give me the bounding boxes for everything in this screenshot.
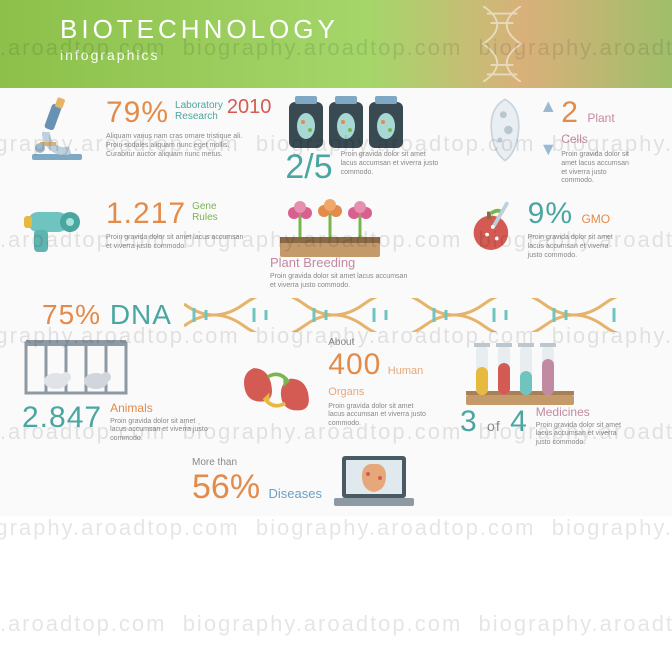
dna-strand-icon — [184, 298, 644, 332]
row-4: More than 56% Diseases — [22, 452, 650, 512]
organs-icon — [236, 348, 320, 418]
animals-label: Animals — [110, 401, 210, 415]
organs-stat: 400 — [328, 348, 381, 381]
gene-stat: 1.217 — [106, 197, 186, 231]
lab-label-b: Research — [175, 111, 223, 122]
gene-label-b: Rules — [192, 212, 218, 223]
gene-blurb: Proin gravida dolor sit amet lacus accum… — [106, 234, 246, 252]
lab-blurb: Aliquam varius nam cras ornare tristique… — [106, 133, 246, 159]
gmo-label: GMO — [581, 212, 610, 226]
gmo-stat: 9% — [528, 197, 573, 230]
gene-label-a: Gene — [192, 201, 218, 212]
row-3: 2.847 Animals Proin gravida dolor sit am… — [22, 337, 650, 448]
organs-blurb: Proin gravida dolor sit amet lacus accum… — [328, 403, 428, 429]
dna-label: DNA — [110, 299, 172, 330]
row-2: 1.217 Gene Rules Proin gravida dolor sit… — [22, 197, 650, 291]
tubes-n1: 3 — [460, 405, 478, 438]
organs-pre: About — [328, 337, 446, 348]
gmo-blurb: Proin gravida dolor sit amet lacus accum… — [528, 234, 614, 260]
diseases-pre: More than — [192, 457, 322, 468]
gene-gun-icon — [22, 197, 92, 263]
animals-blurb: Proin gravida dolor sit amet lacus accum… — [110, 418, 210, 444]
breed-label: Plant Breeding — [270, 255, 450, 270]
lab-stat: 79% — [106, 96, 169, 130]
jars-stat: 2/5 — [285, 148, 332, 187]
diseases-stat: 56% — [192, 468, 260, 506]
page-title: BIOTECHNOLOGY — [60, 14, 644, 45]
planter-icon — [270, 197, 390, 259]
tubes-of: of — [487, 418, 501, 434]
dna-helix-icon — [462, 6, 542, 82]
cell-arrows-icon: ▲▼ — [539, 96, 557, 186]
infographic-body: 79% Laboratory Research 2010 Aliquam var… — [0, 88, 672, 516]
page-subtitle: infographics — [60, 47, 644, 63]
lab-year: 2010 — [227, 96, 272, 119]
header-banner: BIOTECHNOLOGY infographics — [0, 0, 672, 88]
tubes-label: Medicines — [536, 405, 626, 419]
lab-label-a: Laboratory — [175, 100, 223, 111]
dna-divider: 75% DNA — [22, 295, 650, 335]
diseases-label: Diseases — [269, 486, 322, 501]
animals-stat: 2.847 — [22, 401, 102, 435]
cells-blurb: Proin gravida dolor sit amet lacus accum… — [561, 151, 629, 186]
row-1: 79% Laboratory Research 2010 Aliquam var… — [22, 96, 650, 187]
laptop-icon — [332, 452, 416, 512]
plant-cell-icon — [479, 96, 531, 164]
cells-stat: 2 — [561, 96, 579, 129]
test-tubes-icon — [460, 337, 580, 409]
jars-blurb: Proin gravida dolor sit amet lacus accum… — [341, 151, 441, 177]
breed-blurb: Proin gravida dolor sit amet lacus accum… — [270, 273, 410, 291]
cage-icon — [22, 337, 132, 401]
gmo-icon — [464, 197, 520, 255]
dna-value: 75% — [42, 299, 101, 330]
tubes-n2: 4 — [510, 405, 528, 438]
microscope-icon — [22, 96, 92, 162]
jars-icon — [285, 96, 435, 152]
tubes-blurb: Proin gravida dolor sit amet lacus accum… — [536, 422, 626, 448]
